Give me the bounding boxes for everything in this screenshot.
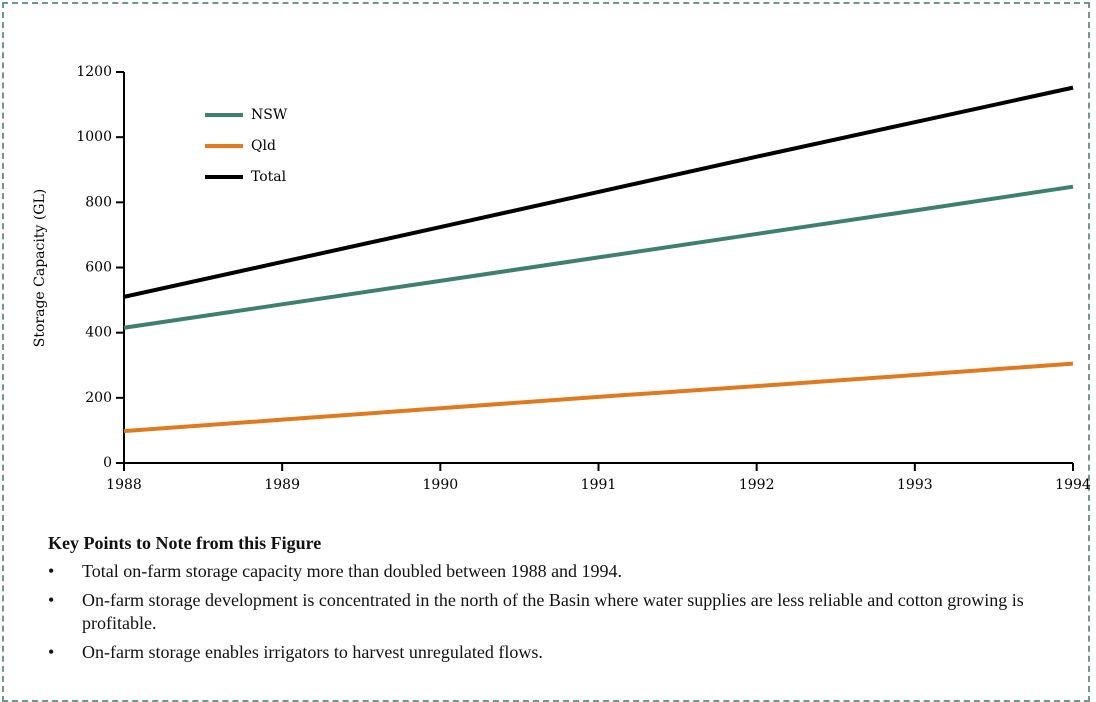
y-tick-label: 1200 <box>76 64 112 80</box>
x-tick-label: 1992 <box>739 477 775 493</box>
y-tick-label: 800 <box>85 194 112 210</box>
legend-label: Total <box>251 169 287 185</box>
note-item: On-farm storage development is concentra… <box>48 589 1048 635</box>
note-item: On-farm storage enables irrigators to ha… <box>48 641 1048 664</box>
legend-label: Qld <box>251 138 276 154</box>
x-tick-label: 1994 <box>1055 477 1091 493</box>
series-line <box>123 361 1074 434</box>
note-item: Total on-farm storage capacity more than… <box>48 560 1048 583</box>
y-tick-label: 1000 <box>76 129 112 145</box>
x-tick-label: 1990 <box>423 477 459 493</box>
y-axis-label: Storage Capacity (GL) <box>32 189 48 347</box>
y-tick-label: 400 <box>85 325 112 341</box>
x-tick-label: 1989 <box>264 477 300 493</box>
y-tick-label: 200 <box>85 390 112 406</box>
y-tick-label: 600 <box>85 260 112 276</box>
notes-heading: Key Points to Note from this Figure <box>48 533 322 553</box>
x-tick-label: 1991 <box>581 477 617 493</box>
chart: Storage Capacity (GL) 0 200 400 600 800 1000 1… <box>32 64 1091 493</box>
y-tick-label: 0 <box>103 455 112 471</box>
series-line <box>123 85 1074 299</box>
notes: Key Points to Note from this Figure Tota… <box>48 533 1048 670</box>
x-tick-label: 1988 <box>106 477 142 493</box>
x-tick-label: 1993 <box>897 477 933 493</box>
notes-list: Total on-farm storage capacity more than… <box>48 560 1048 664</box>
series-line <box>123 184 1074 330</box>
legend-label: NSW <box>251 107 288 123</box>
